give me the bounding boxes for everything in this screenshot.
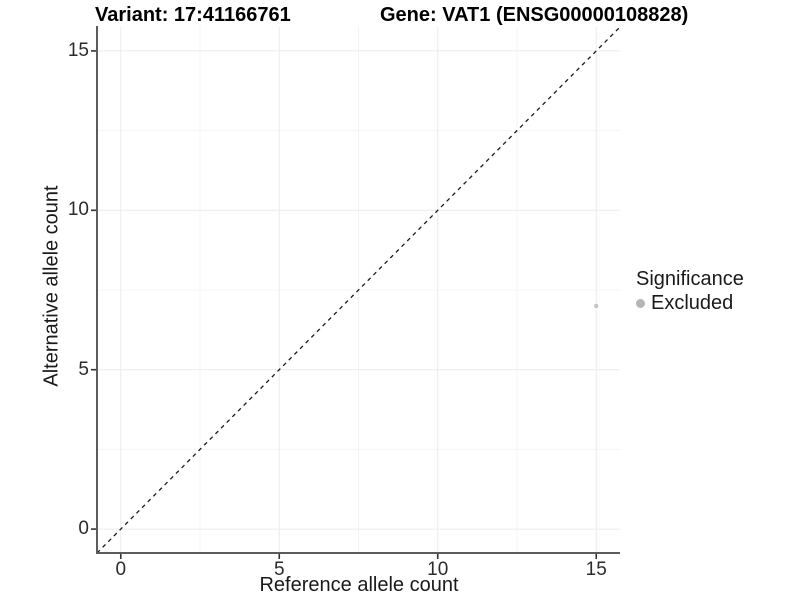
y-tick-label: 5: [78, 358, 89, 380]
x-tick-label: 5: [273, 559, 285, 580]
x-axis-title: Reference allele count: [259, 574, 459, 596]
legend-point-icon: [636, 299, 645, 308]
x-tick-label: 10: [427, 559, 449, 580]
y-tick-label: 0: [78, 518, 89, 540]
x-tick-label: 0: [115, 559, 127, 580]
legend-item-excluded: Excluded: [636, 292, 744, 315]
legend-item-label: Excluded: [651, 292, 734, 314]
legend: Significance Excluded: [636, 267, 744, 315]
plot-title-variant: Variant: 17:41166761: [95, 4, 291, 26]
plot-title-gene: Gene: VAT1 (ENSG00000108828): [380, 4, 689, 26]
y-axis-title: Alternative allele count: [40, 185, 63, 387]
legend-title: Significance: [636, 268, 744, 290]
data-point: [594, 303, 599, 309]
x-tick-label: 15: [585, 559, 607, 580]
y-tick-label: 10: [67, 199, 89, 221]
y-tick-label: 15: [67, 39, 89, 61]
identity-dashed-line: [96, 26, 621, 554]
